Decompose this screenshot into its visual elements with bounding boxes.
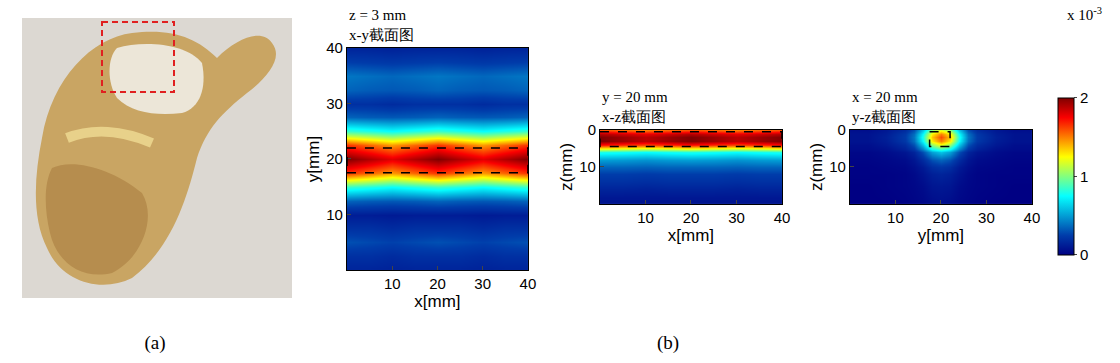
svg-text:z(mm): z(mm)	[557, 143, 576, 191]
svg-text:20: 20	[326, 150, 343, 167]
svg-text:0: 0	[588, 121, 596, 138]
svg-text:30: 30	[978, 209, 995, 226]
html-text:(b): (b)	[656, 332, 680, 353]
svg-text:1: 1	[1080, 168, 1088, 185]
svg-text:x = 20 mmy-z截面图: x = 20 mmy-z截面图	[852, 89, 918, 125]
svg-text:30: 30	[728, 209, 745, 226]
svg-text:40: 40	[326, 39, 343, 56]
svg-text:10: 10	[384, 275, 401, 292]
svg-text:40: 40	[774, 209, 791, 226]
svg-text:0: 0	[838, 121, 846, 138]
html-text:(a): (a)	[144, 332, 166, 353]
svg-text:10: 10	[637, 209, 654, 226]
svg-text:10: 10	[829, 158, 846, 175]
svg-text:30: 30	[326, 95, 343, 112]
svg-text:x[mm]: x[mm]	[414, 292, 460, 311]
svg-text:10: 10	[579, 158, 596, 175]
svg-text:20: 20	[933, 209, 950, 226]
svg-text:y[mm]: y[mm]	[304, 136, 323, 182]
svg-text:x[mm]: x[mm]	[668, 226, 714, 245]
svg-text:y = 20 mmx-z截面图: y = 20 mmx-z截面图	[602, 89, 668, 125]
svg-text:40: 40	[1024, 209, 1041, 226]
svg-text:y[mm]: y[mm]	[918, 226, 964, 245]
svg-text:z(mm): z(mm)	[807, 143, 826, 191]
svg-text:z = 3 mmx-y截面图: z = 3 mmx-y截面图	[349, 7, 414, 43]
svg-text:10: 10	[326, 206, 343, 223]
svg-text:0: 0	[1080, 246, 1088, 263]
svg-text:20: 20	[683, 209, 700, 226]
svg-text:x 10​-3​: x 10​-3​	[1067, 5, 1102, 23]
svg-text:40: 40	[520, 275, 537, 292]
svg-text:20: 20	[429, 275, 446, 292]
svg-text:10: 10	[887, 209, 904, 226]
svg-text:2: 2	[1080, 89, 1088, 106]
svg-text:30: 30	[474, 275, 491, 292]
